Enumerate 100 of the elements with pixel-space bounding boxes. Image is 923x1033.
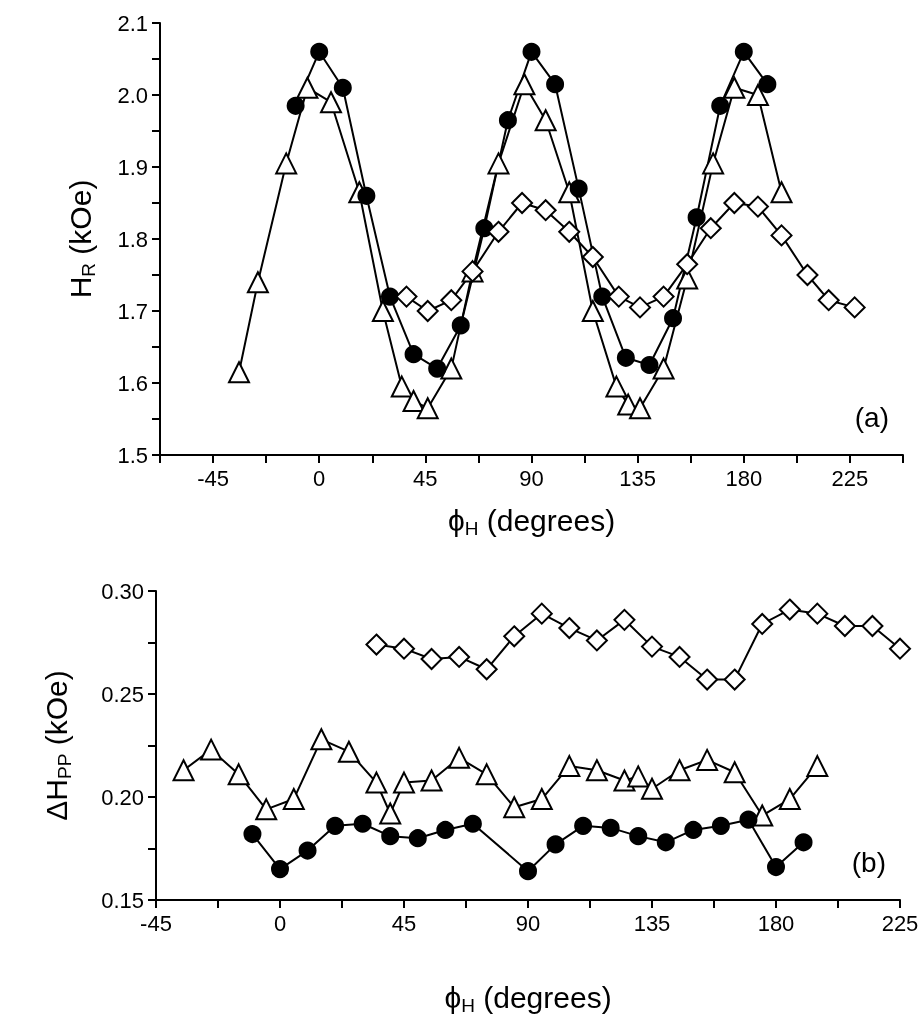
point bbox=[420, 647, 443, 670]
point bbox=[271, 860, 289, 879]
x-tick-label: 0 bbox=[313, 465, 326, 491]
point bbox=[337, 740, 360, 763]
point bbox=[365, 633, 388, 656]
point bbox=[723, 76, 746, 99]
point bbox=[739, 810, 758, 829]
point bbox=[310, 728, 333, 751]
point bbox=[696, 668, 719, 691]
point bbox=[393, 637, 415, 660]
point bbox=[889, 637, 911, 660]
point bbox=[440, 357, 463, 380]
point bbox=[172, 759, 195, 782]
point bbox=[320, 91, 343, 114]
point bbox=[613, 608, 636, 631]
point bbox=[746, 84, 769, 106]
point bbox=[607, 285, 630, 308]
point bbox=[546, 75, 565, 94]
point bbox=[652, 285, 675, 308]
point bbox=[513, 73, 536, 96]
point bbox=[275, 152, 298, 175]
y-tick-label: 1.9 bbox=[117, 154, 148, 180]
point bbox=[676, 253, 699, 276]
point bbox=[451, 316, 470, 335]
point bbox=[448, 645, 471, 668]
point bbox=[696, 748, 719, 771]
point bbox=[286, 96, 305, 115]
point bbox=[519, 862, 537, 881]
point bbox=[326, 816, 345, 835]
point bbox=[770, 224, 793, 247]
point bbox=[664, 309, 683, 328]
point bbox=[616, 348, 635, 367]
point bbox=[778, 788, 801, 811]
point bbox=[503, 625, 526, 648]
y-tick-label: 0.15 bbox=[101, 887, 144, 913]
x-tick-label: -45 bbox=[197, 465, 229, 491]
point bbox=[546, 835, 565, 854]
point bbox=[534, 199, 557, 222]
point bbox=[420, 769, 443, 792]
point bbox=[487, 220, 510, 243]
point bbox=[723, 192, 746, 214]
point bbox=[668, 645, 691, 668]
point bbox=[282, 788, 305, 811]
point bbox=[390, 375, 413, 398]
point bbox=[522, 42, 541, 61]
point bbox=[228, 361, 251, 384]
point bbox=[310, 42, 329, 61]
point bbox=[243, 825, 262, 844]
point bbox=[558, 220, 581, 243]
point bbox=[734, 42, 753, 61]
x-tick-label: 45 bbox=[391, 910, 417, 936]
point bbox=[448, 746, 471, 769]
point bbox=[629, 397, 651, 420]
point bbox=[333, 78, 352, 97]
point bbox=[581, 300, 604, 322]
point bbox=[395, 285, 418, 308]
y-tick-label: 0.20 bbox=[101, 784, 144, 810]
point bbox=[629, 827, 648, 846]
point bbox=[817, 289, 840, 312]
point bbox=[475, 658, 498, 681]
annotation: (b) bbox=[851, 846, 887, 878]
x-tick-label: -45 bbox=[140, 910, 172, 936]
x-tick-label: 90 bbox=[515, 910, 541, 936]
point bbox=[699, 217, 722, 240]
x-tick-label: 135 bbox=[633, 910, 671, 936]
point bbox=[404, 345, 423, 364]
y-tick-label: 0.30 bbox=[101, 578, 144, 604]
point bbox=[558, 755, 581, 778]
point bbox=[627, 765, 650, 788]
point bbox=[503, 796, 526, 819]
point bbox=[861, 615, 884, 638]
point bbox=[246, 271, 269, 294]
y-tick-label: 2.0 bbox=[117, 82, 148, 108]
point bbox=[711, 96, 730, 115]
point bbox=[381, 827, 400, 846]
point bbox=[428, 359, 447, 378]
point bbox=[379, 802, 402, 825]
point bbox=[416, 300, 439, 322]
point bbox=[751, 612, 774, 635]
point bbox=[684, 820, 703, 839]
point bbox=[298, 841, 317, 860]
point bbox=[530, 602, 553, 625]
y-axis-title: ΔHPP (kOe) bbox=[40, 670, 75, 821]
point bbox=[440, 289, 463, 312]
point bbox=[581, 246, 604, 268]
point bbox=[416, 397, 439, 420]
point bbox=[402, 390, 425, 412]
x-tick-label: 0 bbox=[273, 910, 287, 936]
point bbox=[475, 763, 498, 786]
x-tick-label: 45 bbox=[413, 465, 438, 491]
point bbox=[778, 598, 801, 621]
point bbox=[629, 296, 651, 319]
point bbox=[585, 759, 608, 782]
point bbox=[498, 111, 517, 130]
point bbox=[723, 668, 746, 691]
point bbox=[806, 755, 829, 778]
point bbox=[640, 356, 659, 374]
y-tick-label: 1.6 bbox=[117, 370, 148, 396]
point bbox=[393, 771, 415, 794]
x-tick-label: 225 bbox=[831, 465, 869, 491]
